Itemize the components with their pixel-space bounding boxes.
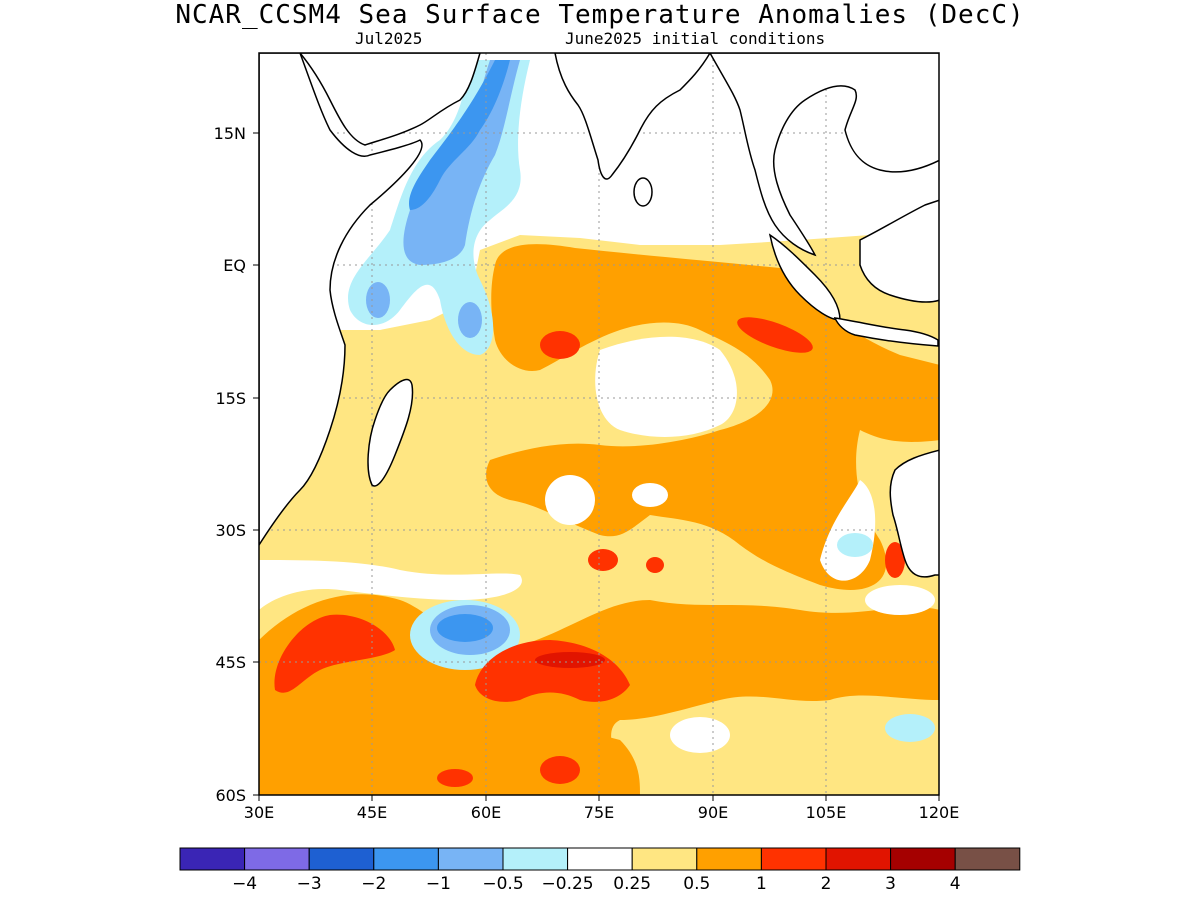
- warm-region-strong-2: [737, 317, 813, 353]
- colorbar-swatch: [502, 847, 569, 871]
- colorbar-swatch: [890, 847, 956, 871]
- lon-tick-label: 60E: [471, 803, 501, 822]
- lat-tick-label: 15N: [214, 124, 246, 143]
- neutral-pocket-4: [259, 560, 522, 610]
- africa-landmass: [259, 53, 423, 547]
- colorbar-swatch: [373, 847, 439, 871]
- colorbar-label: −1: [426, 874, 451, 894]
- colorbar-swatch: [179, 847, 246, 871]
- borneo-island: [859, 199, 939, 303]
- warm-region-strong-9: [540, 756, 580, 784]
- india-landmass: [554, 53, 711, 180]
- neutral-pocket-6: [670, 717, 730, 753]
- lon-tick-label: 90E: [698, 803, 728, 822]
- lat-tick-label: 15S: [215, 389, 246, 408]
- init-conditions-label: June2025 initial conditions: [565, 29, 826, 48]
- lon-tick-label: 45E: [357, 803, 387, 822]
- neutral-pocket-3: [632, 483, 668, 507]
- warm-region-strong-1: [540, 331, 580, 359]
- cool-region-southeast: [885, 714, 935, 742]
- cool-region-east: [837, 533, 873, 557]
- lat-tick-label: EQ: [223, 256, 246, 275]
- colorbar-label: −0.25: [542, 874, 594, 894]
- lat-tick-label: 45S: [215, 653, 246, 672]
- colorbar-label: −0.5: [482, 874, 523, 894]
- coastlines: [259, 53, 939, 578]
- cool-region-medium-4: [458, 302, 482, 338]
- lat-tick-label: 30S: [215, 521, 246, 540]
- colorbar-swatch: [308, 847, 375, 871]
- axis-ticks: [253, 132, 940, 801]
- colorbar-label: 3: [885, 874, 896, 894]
- colorbar-label: −3: [297, 874, 322, 894]
- warm-region-strong-8: [437, 769, 473, 787]
- warm-region-strong-4: [646, 557, 664, 573]
- warm-region-strong-5: [885, 542, 905, 578]
- graticule: [259, 53, 939, 795]
- warm-region-very-strong-1: [535, 652, 605, 668]
- colorbar-swatch: [244, 847, 310, 871]
- java-island: [833, 317, 939, 347]
- warm-region-strong-3: [588, 549, 618, 571]
- southeast-asia-landmass: [709, 53, 939, 257]
- lon-tick-label: 120E: [919, 803, 960, 822]
- valid-month-label: Jul2025: [355, 29, 423, 48]
- warm-region-strong-6: [274, 614, 395, 693]
- lon-tick-label: 30E: [244, 803, 274, 822]
- colorbar-label: −2: [361, 874, 386, 894]
- sri-lanka: [633, 177, 653, 207]
- colorbar-label: 4: [950, 874, 961, 894]
- madagascar-island: [367, 378, 414, 487]
- colorbar-swatch: [954, 847, 1021, 871]
- colorbar-label: 0.5: [683, 874, 710, 894]
- neutral-pocket-2: [545, 475, 595, 525]
- lon-tick-label: 75E: [584, 803, 614, 822]
- colorbar-label: −4: [232, 874, 257, 894]
- lat-tick-label: 60S: [215, 786, 246, 805]
- colorbar-label: 1: [756, 874, 767, 894]
- colorbar-swatch: [567, 847, 633, 871]
- colorbar-swatch: [696, 847, 762, 871]
- arabia-landmass: [299, 53, 481, 146]
- neutral-pocket-1: [595, 336, 737, 437]
- map-title: NCAR_CCSM4 Sea Surface Temperature Anoma…: [175, 0, 1025, 30]
- cool-region-strong-2: [437, 614, 493, 642]
- colorbar-swatch: [825, 847, 892, 871]
- colorbar: −4 −3 −2 −1 −0.5 −0.25 0.25 0.5 1 2 3 4: [179, 847, 1021, 894]
- australia-landmass: [889, 449, 939, 578]
- colorbar-swatch: [631, 847, 698, 871]
- cool-region-medium-3: [366, 282, 390, 318]
- lon-tick-label: 105E: [806, 803, 847, 822]
- colorbar-swatch: [437, 847, 504, 871]
- colorbar-swatch: [760, 847, 827, 871]
- colorbar-label: 2: [821, 874, 832, 894]
- cool-region-strong-1: [409, 60, 510, 210]
- neutral-pocket-7: [865, 585, 935, 615]
- colorbar-label: 0.25: [613, 874, 651, 894]
